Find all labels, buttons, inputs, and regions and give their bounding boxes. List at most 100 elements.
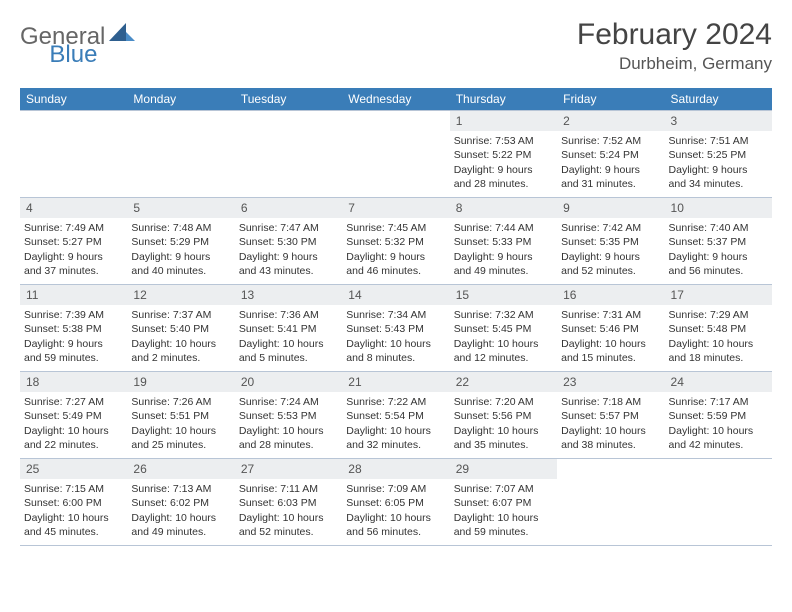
day-body: Sunrise: 7:44 AMSunset: 5:33 PMDaylight:… bbox=[450, 218, 557, 281]
calendar-day: 1Sunrise: 7:53 AMSunset: 5:22 PMDaylight… bbox=[450, 111, 557, 198]
day-number: 1 bbox=[450, 111, 557, 131]
day-number: 26 bbox=[127, 459, 234, 479]
daylight-line2: and 32 minutes. bbox=[346, 438, 445, 452]
sunrise-text: Sunrise: 7:13 AM bbox=[131, 482, 230, 496]
calendar-day: 23Sunrise: 7:18 AMSunset: 5:57 PMDayligh… bbox=[557, 372, 664, 459]
daylight-line1: Daylight: 10 hours bbox=[346, 424, 445, 438]
sunrise-text: Sunrise: 7:53 AM bbox=[454, 134, 553, 148]
daylight-line2: and 34 minutes. bbox=[669, 177, 768, 191]
day-number: 16 bbox=[557, 285, 664, 305]
daylight-line1: Daylight: 10 hours bbox=[561, 424, 660, 438]
day-header: Thursday bbox=[450, 88, 557, 111]
day-body: Sunrise: 7:45 AMSunset: 5:32 PMDaylight:… bbox=[342, 218, 449, 281]
sunrise-text: Sunrise: 7:29 AM bbox=[669, 308, 768, 322]
sunset-text: Sunset: 5:43 PM bbox=[346, 322, 445, 336]
sunrise-text: Sunrise: 7:39 AM bbox=[24, 308, 123, 322]
sunrise-text: Sunrise: 7:26 AM bbox=[131, 395, 230, 409]
daylight-line1: Daylight: 10 hours bbox=[239, 511, 338, 525]
calendar-day: 11Sunrise: 7:39 AMSunset: 5:38 PMDayligh… bbox=[20, 285, 127, 372]
day-body: Sunrise: 7:37 AMSunset: 5:40 PMDaylight:… bbox=[127, 305, 234, 368]
daylight-line1: Daylight: 10 hours bbox=[346, 511, 445, 525]
day-header: Friday bbox=[557, 88, 664, 111]
calendar-week: 11Sunrise: 7:39 AMSunset: 5:38 PMDayligh… bbox=[20, 285, 772, 372]
daylight-line2: and 15 minutes. bbox=[561, 351, 660, 365]
sunrise-text: Sunrise: 7:11 AM bbox=[239, 482, 338, 496]
calendar-day: 12Sunrise: 7:37 AMSunset: 5:40 PMDayligh… bbox=[127, 285, 234, 372]
sunset-text: Sunset: 6:03 PM bbox=[239, 496, 338, 510]
calendar-day bbox=[127, 111, 234, 198]
day-number: 22 bbox=[450, 372, 557, 392]
calendar-day: 24Sunrise: 7:17 AMSunset: 5:59 PMDayligh… bbox=[665, 372, 772, 459]
sunrise-text: Sunrise: 7:20 AM bbox=[454, 395, 553, 409]
title-block: February 2024 Durbheim, Germany bbox=[577, 18, 772, 74]
sunset-text: Sunset: 5:45 PM bbox=[454, 322, 553, 336]
daylight-line1: Daylight: 10 hours bbox=[561, 337, 660, 351]
month-title: February 2024 bbox=[577, 18, 772, 52]
daylight-line2: and 45 minutes. bbox=[24, 525, 123, 539]
daylight-line2: and 59 minutes. bbox=[24, 351, 123, 365]
calendar-day: 3Sunrise: 7:51 AMSunset: 5:25 PMDaylight… bbox=[665, 111, 772, 198]
calendar-week: 18Sunrise: 7:27 AMSunset: 5:49 PMDayligh… bbox=[20, 372, 772, 459]
day-body: Sunrise: 7:20 AMSunset: 5:56 PMDaylight:… bbox=[450, 392, 557, 455]
sunset-text: Sunset: 6:07 PM bbox=[454, 496, 553, 510]
day-number: 6 bbox=[235, 198, 342, 218]
day-number: 13 bbox=[235, 285, 342, 305]
day-number: 11 bbox=[20, 285, 127, 305]
sunset-text: Sunset: 5:25 PM bbox=[669, 148, 768, 162]
day-body: Sunrise: 7:15 AMSunset: 6:00 PMDaylight:… bbox=[20, 479, 127, 542]
sunrise-text: Sunrise: 7:48 AM bbox=[131, 221, 230, 235]
sunrise-text: Sunrise: 7:47 AM bbox=[239, 221, 338, 235]
day-body: Sunrise: 7:07 AMSunset: 6:07 PMDaylight:… bbox=[450, 479, 557, 542]
daylight-line1: Daylight: 10 hours bbox=[131, 337, 230, 351]
sail-icon bbox=[109, 22, 135, 50]
day-number: 27 bbox=[235, 459, 342, 479]
calendar-day: 29Sunrise: 7:07 AMSunset: 6:07 PMDayligh… bbox=[450, 459, 557, 546]
sunset-text: Sunset: 5:29 PM bbox=[131, 235, 230, 249]
daylight-line2: and 35 minutes. bbox=[454, 438, 553, 452]
day-number: 9 bbox=[557, 198, 664, 218]
daylight-line1: Daylight: 9 hours bbox=[454, 163, 553, 177]
day-number: 21 bbox=[342, 372, 449, 392]
daylight-line2: and 49 minutes. bbox=[454, 264, 553, 278]
day-number: 14 bbox=[342, 285, 449, 305]
calendar-day: 13Sunrise: 7:36 AMSunset: 5:41 PMDayligh… bbox=[235, 285, 342, 372]
calendar-week: 4Sunrise: 7:49 AMSunset: 5:27 PMDaylight… bbox=[20, 198, 772, 285]
sunset-text: Sunset: 6:00 PM bbox=[24, 496, 123, 510]
day-number: 18 bbox=[20, 372, 127, 392]
day-number: 10 bbox=[665, 198, 772, 218]
day-header: Saturday bbox=[665, 88, 772, 111]
calendar-day: 19Sunrise: 7:26 AMSunset: 5:51 PMDayligh… bbox=[127, 372, 234, 459]
daylight-line1: Daylight: 10 hours bbox=[239, 424, 338, 438]
day-body: Sunrise: 7:18 AMSunset: 5:57 PMDaylight:… bbox=[557, 392, 664, 455]
daylight-line2: and 25 minutes. bbox=[131, 438, 230, 452]
daylight-line1: Daylight: 9 hours bbox=[346, 250, 445, 264]
day-body: Sunrise: 7:34 AMSunset: 5:43 PMDaylight:… bbox=[342, 305, 449, 368]
daylight-line2: and 42 minutes. bbox=[669, 438, 768, 452]
calendar-table: SundayMondayTuesdayWednesdayThursdayFrid… bbox=[20, 88, 772, 546]
daylight-line1: Daylight: 10 hours bbox=[454, 337, 553, 351]
sunrise-text: Sunrise: 7:15 AM bbox=[24, 482, 123, 496]
sunrise-text: Sunrise: 7:49 AM bbox=[24, 221, 123, 235]
daylight-line2: and 31 minutes. bbox=[561, 177, 660, 191]
day-number: 24 bbox=[665, 372, 772, 392]
sunrise-text: Sunrise: 7:24 AM bbox=[239, 395, 338, 409]
daylight-line1: Daylight: 10 hours bbox=[24, 424, 123, 438]
day-body: Sunrise: 7:17 AMSunset: 5:59 PMDaylight:… bbox=[665, 392, 772, 455]
calendar-day: 21Sunrise: 7:22 AMSunset: 5:54 PMDayligh… bbox=[342, 372, 449, 459]
sunset-text: Sunset: 5:53 PM bbox=[239, 409, 338, 423]
daylight-line2: and 22 minutes. bbox=[24, 438, 123, 452]
daylight-line1: Daylight: 9 hours bbox=[669, 250, 768, 264]
sunrise-text: Sunrise: 7:51 AM bbox=[669, 134, 768, 148]
daylight-line1: Daylight: 10 hours bbox=[669, 337, 768, 351]
sunrise-text: Sunrise: 7:32 AM bbox=[454, 308, 553, 322]
calendar-day: 27Sunrise: 7:11 AMSunset: 6:03 PMDayligh… bbox=[235, 459, 342, 546]
day-body: Sunrise: 7:31 AMSunset: 5:46 PMDaylight:… bbox=[557, 305, 664, 368]
day-number: 12 bbox=[127, 285, 234, 305]
sunrise-text: Sunrise: 7:22 AM bbox=[346, 395, 445, 409]
sunset-text: Sunset: 5:41 PM bbox=[239, 322, 338, 336]
sunset-text: Sunset: 5:51 PM bbox=[131, 409, 230, 423]
day-body: Sunrise: 7:11 AMSunset: 6:03 PMDaylight:… bbox=[235, 479, 342, 542]
sunrise-text: Sunrise: 7:17 AM bbox=[669, 395, 768, 409]
calendar-day: 20Sunrise: 7:24 AMSunset: 5:53 PMDayligh… bbox=[235, 372, 342, 459]
daylight-line1: Daylight: 9 hours bbox=[454, 250, 553, 264]
